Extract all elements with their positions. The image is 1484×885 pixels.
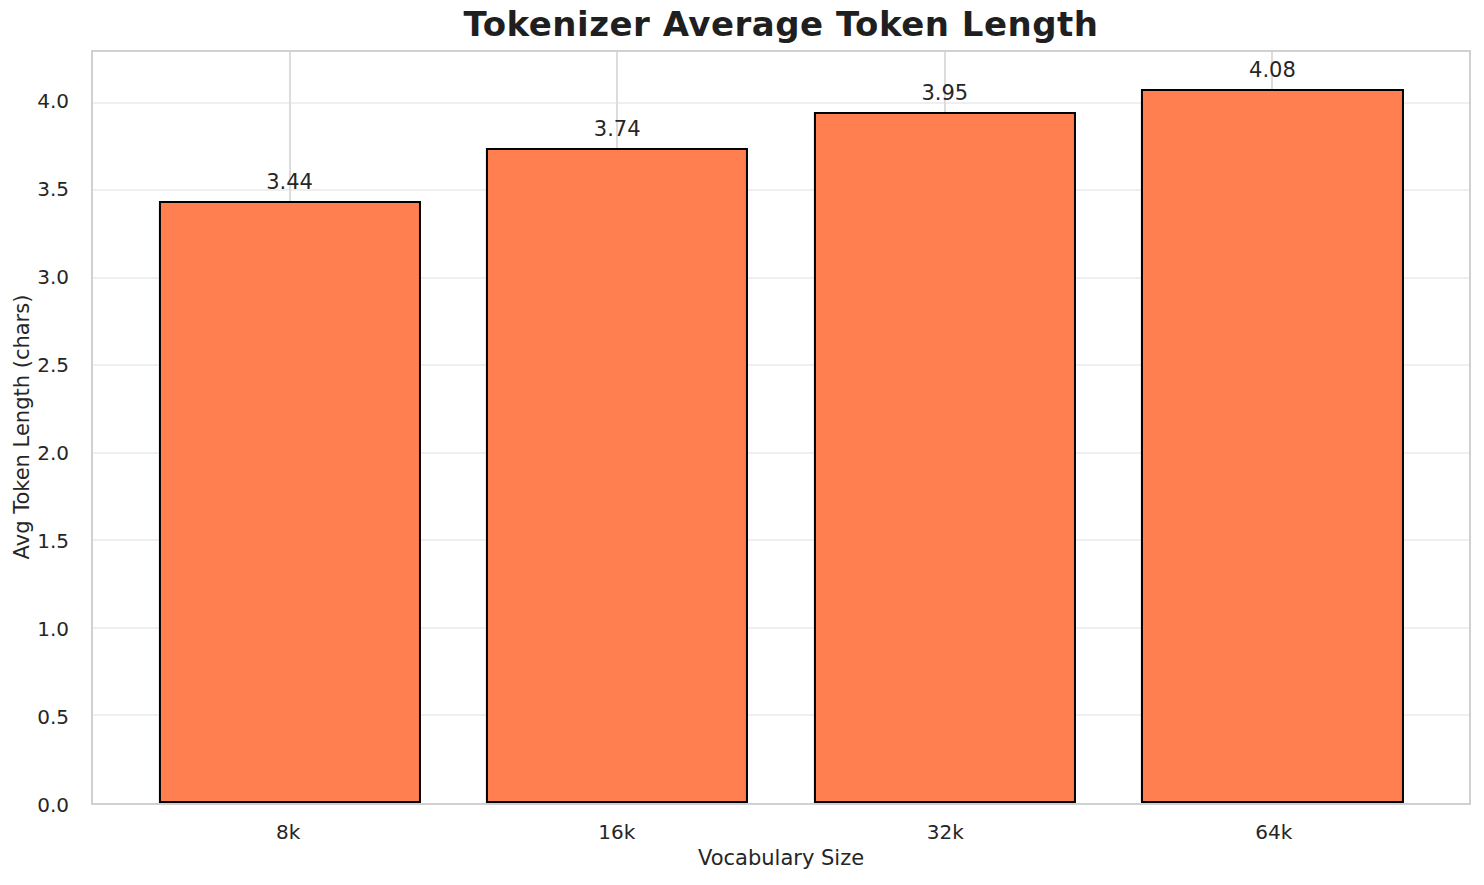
chart-title: Tokenizer Average Token Length (91, 4, 1471, 44)
x-tick-label: 64k (1255, 820, 1292, 844)
bar-value-label: 3.74 (594, 117, 641, 141)
y-tick-label: 2.5 (37, 355, 69, 375)
y-tick-label: 4.0 (37, 91, 69, 111)
y-tick-label: 0.0 (37, 795, 69, 815)
bar-value-label: 3.95 (921, 81, 968, 105)
y-axis-ticks: 0.00.51.01.52.02.53.03.54.0 (0, 50, 79, 805)
plot-area: 3.44 3.74 3.95 4.08 (91, 50, 1471, 805)
bar-8k (159, 201, 421, 803)
x-axis-ticks: 8k 16k 32k 64k (91, 807, 1471, 845)
x-axis-label: Vocabulary Size (91, 846, 1471, 870)
x-tick-label: 16k (598, 820, 635, 844)
x-tick-label: 8k (276, 820, 300, 844)
x-tick-label: 32k (927, 820, 964, 844)
bar-64k (1141, 89, 1403, 803)
bar-value-label: 3.44 (266, 170, 313, 194)
y-tick-label: 2.0 (37, 443, 69, 463)
y-tick-label: 0.5 (37, 707, 69, 727)
bar-16k (486, 148, 748, 803)
bar-32k (814, 112, 1076, 803)
y-tick-label: 1.5 (37, 531, 69, 551)
y-tick-label: 3.0 (37, 267, 69, 287)
bar-value-label: 4.08 (1249, 58, 1296, 82)
y-tick-label: 1.0 (37, 619, 69, 639)
bar-chart-figure: Tokenizer Average Token Length Avg Token… (0, 0, 1484, 885)
y-tick-label: 3.5 (37, 179, 69, 199)
